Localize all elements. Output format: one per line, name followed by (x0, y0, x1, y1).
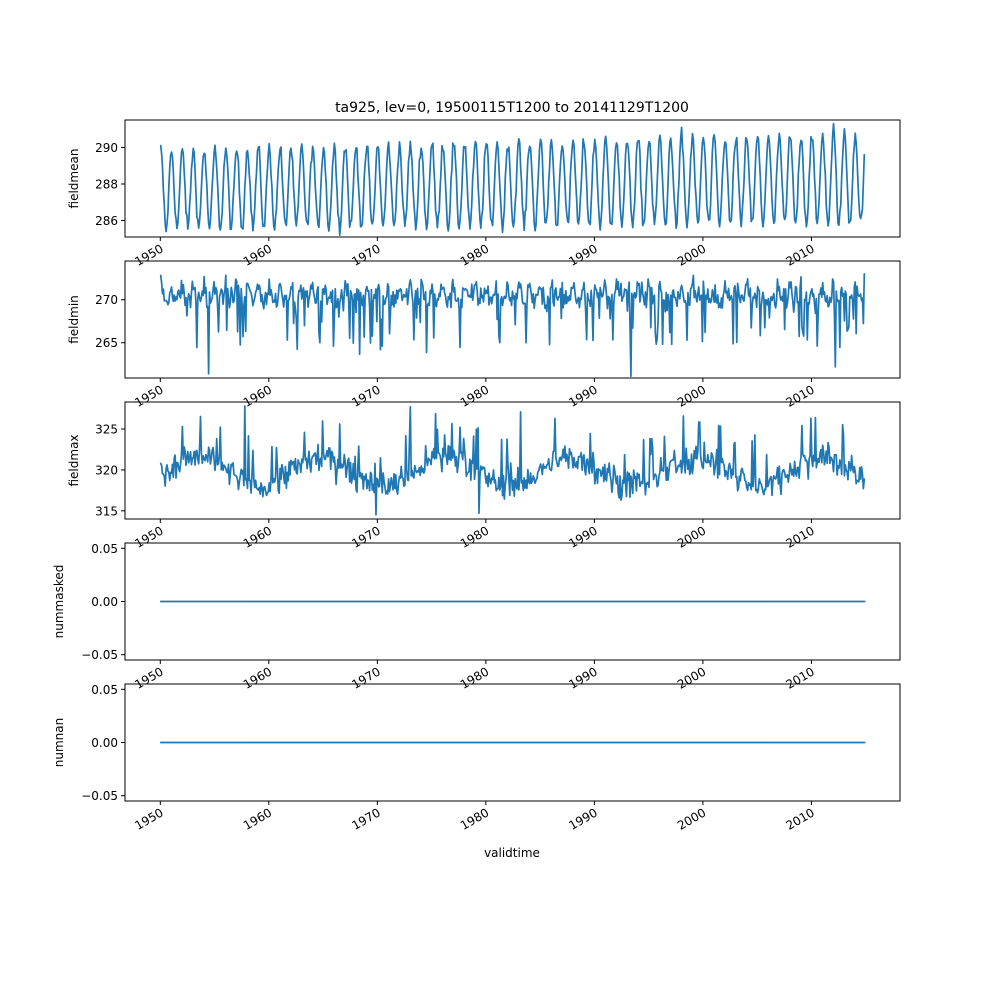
axes-frame-fieldmax (124, 401, 901, 520)
y-axis-label-numnan: numnan (52, 718, 66, 767)
y-tick-label-fieldmax: 325 (95, 423, 118, 437)
x-axis-label: validtime (484, 846, 540, 860)
y-tick-label-fieldmin: 270 (95, 293, 118, 307)
y-tick-label-numnan: 0.05 (91, 683, 118, 697)
series-line-fieldmean (159, 122, 866, 237)
y-tick-label-numnan: −0.05 (81, 789, 118, 803)
y-tick-label-fieldmin: 265 (95, 336, 118, 350)
axes-frame-fieldmean (124, 119, 901, 238)
axes-frame-fieldmin (124, 260, 901, 379)
series-line-fieldmin (159, 273, 866, 378)
y-tick-label-fieldmean: 290 (95, 141, 118, 155)
y-tick-label-numnan: 0.00 (91, 736, 118, 750)
figure-title: ta925, lev=0, 19500115T1200 to 20141129T… (335, 100, 689, 116)
y-axis-label-fieldmin: fieldmin (67, 295, 81, 344)
y-axis-label-nummasked: nummasked (52, 565, 66, 639)
y-axis-label-fieldmean: fieldmean (67, 149, 81, 209)
series-line-fieldmax (159, 405, 866, 516)
y-tick-label-nummasked: 0.05 (91, 542, 118, 556)
y-tick-label-fieldmax: 320 (95, 463, 118, 477)
y-tick-label-fieldmean: 286 (95, 214, 118, 228)
y-tick-label-nummasked: 0.00 (91, 595, 118, 609)
y-tick-label-fieldmax: 315 (95, 504, 118, 518)
y-axis-label-fieldmax: fieldmax (67, 434, 81, 486)
y-tick-label-nummasked: −0.05 (81, 648, 118, 662)
y-tick-label-fieldmean: 288 (95, 177, 118, 191)
